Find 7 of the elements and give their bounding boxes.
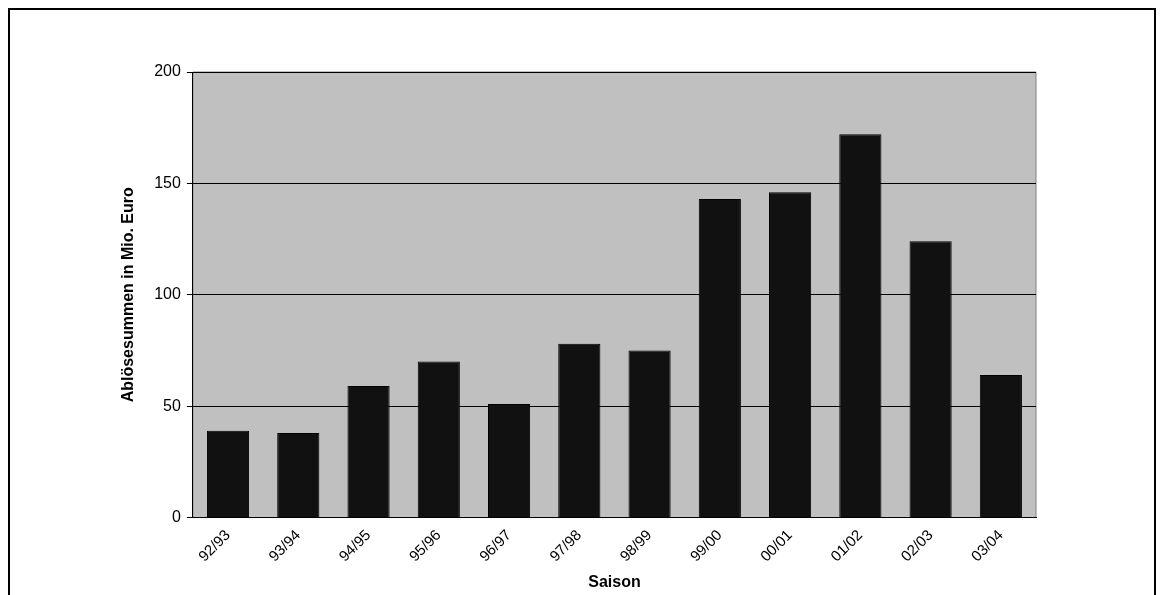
y-tick-label: 0 <box>171 507 181 525</box>
y-tick-label: 100 <box>154 285 181 303</box>
y-tick-label: 200 <box>154 62 181 80</box>
y-tick-label: 50 <box>163 396 181 414</box>
x-axis-title: Saison <box>588 572 641 590</box>
y-axis-title: Ablösesummen in Mio. Euro <box>119 186 137 403</box>
y-tick-label: 150 <box>154 173 181 191</box>
